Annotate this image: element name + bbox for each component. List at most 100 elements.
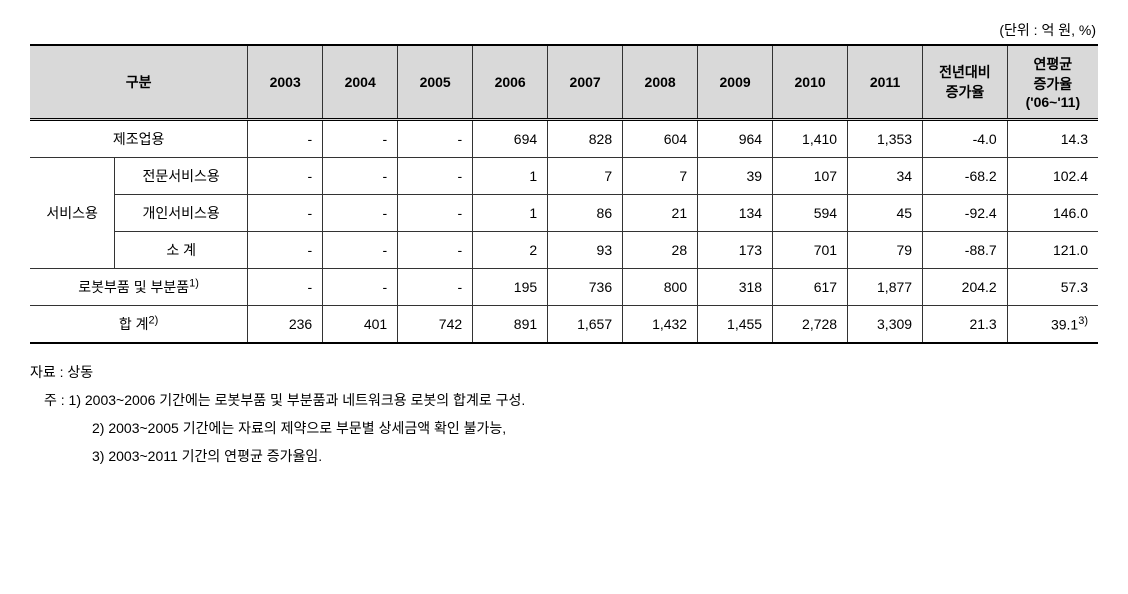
cell-value: - bbox=[398, 195, 473, 232]
note-1: 주 : 1) 2003~2006 기간에는 로봇부품 및 부분품과 네트워크용 … bbox=[30, 386, 1098, 414]
cell-value: 604 bbox=[623, 120, 698, 158]
th-year: 2003 bbox=[248, 45, 323, 120]
cell-value: 694 bbox=[473, 120, 548, 158]
cell-value: 2 bbox=[473, 232, 548, 269]
cell-value: 195 bbox=[473, 269, 548, 306]
cell-value: - bbox=[323, 195, 398, 232]
cell-value: 45 bbox=[848, 195, 923, 232]
th-year: 2011 bbox=[848, 45, 923, 120]
footnote-ref: 2) bbox=[149, 314, 159, 326]
cell-value: 7 bbox=[623, 158, 698, 195]
cell-value: - bbox=[398, 269, 473, 306]
cell-value: 964 bbox=[698, 120, 773, 158]
cell-value: 173 bbox=[698, 232, 773, 269]
cell-value: 318 bbox=[698, 269, 773, 306]
cell-value: 1,877 bbox=[848, 269, 923, 306]
cell-value: 28 bbox=[623, 232, 698, 269]
th-year: 2008 bbox=[623, 45, 698, 120]
footnote-ref: 1) bbox=[189, 277, 199, 289]
cell-value: 236 bbox=[248, 306, 323, 344]
th-year: 2004 bbox=[323, 45, 398, 120]
cell-value: 1 bbox=[473, 158, 548, 195]
cell-label: 로봇부품 및 부분품1) bbox=[30, 269, 248, 306]
th-year: 2010 bbox=[773, 45, 848, 120]
cell-value: 107 bbox=[773, 158, 848, 195]
cell-value: 3,309 bbox=[848, 306, 923, 344]
notes-block: 자료 : 상동 주 : 1) 2003~2006 기간에는 로봇부품 및 부분품… bbox=[30, 358, 1098, 470]
cell-value: 93 bbox=[548, 232, 623, 269]
cell-value: 146.0 bbox=[1007, 195, 1098, 232]
cell-value: 39 bbox=[698, 158, 773, 195]
cell-group-label: 서비스용 bbox=[30, 158, 115, 269]
cell-value: 21.3 bbox=[923, 306, 1008, 344]
note-3: 3) 2003~2011 기간의 연평균 증가율임. bbox=[30, 442, 1098, 470]
footnote-ref: 3) bbox=[1078, 315, 1088, 327]
cell-value: 57.3 bbox=[1007, 269, 1098, 306]
cell-value: 742 bbox=[398, 306, 473, 344]
cell-value: 204.2 bbox=[923, 269, 1008, 306]
cell-value: - bbox=[248, 120, 323, 158]
cell-value: - bbox=[398, 232, 473, 269]
cell-value: -92.4 bbox=[923, 195, 1008, 232]
cell-value: 1,353 bbox=[848, 120, 923, 158]
cell-value: - bbox=[398, 158, 473, 195]
th-avg-rate: 연평균 증가율 ('06~'11) bbox=[1007, 45, 1098, 120]
cell-value: 800 bbox=[623, 269, 698, 306]
cell-value: 1,432 bbox=[623, 306, 698, 344]
cell-value: 134 bbox=[698, 195, 773, 232]
cell-label: 합 계2) bbox=[30, 306, 248, 344]
cell-value: 701 bbox=[773, 232, 848, 269]
cell-value: 79 bbox=[848, 232, 923, 269]
cell-value: 617 bbox=[773, 269, 848, 306]
cell-label: 전문서비스용 bbox=[115, 158, 248, 195]
cell-value: 1,410 bbox=[773, 120, 848, 158]
label-text: 합 계 bbox=[119, 316, 149, 332]
row-personal-service: 개인서비스용 - - - 1 86 21 134 594 45 -92.4 14… bbox=[30, 195, 1098, 232]
cell-value: 86 bbox=[548, 195, 623, 232]
cell-value: 1,657 bbox=[548, 306, 623, 344]
cell-value: 401 bbox=[323, 306, 398, 344]
cell-value: - bbox=[323, 120, 398, 158]
cell-value: 736 bbox=[548, 269, 623, 306]
cell-value: 21 bbox=[623, 195, 698, 232]
row-manufacturing: 제조업용 - - - 694 828 604 964 1,410 1,353 -… bbox=[30, 120, 1098, 158]
cell-value: 121.0 bbox=[1007, 232, 1098, 269]
cell-value: - bbox=[323, 232, 398, 269]
cell-label: 제조업용 bbox=[30, 120, 248, 158]
cell-value: 14.3 bbox=[1007, 120, 1098, 158]
cell-value: - bbox=[248, 269, 323, 306]
cell-value: - bbox=[398, 120, 473, 158]
row-professional-service: 서비스용 전문서비스용 - - - 1 7 7 39 107 34 -68.2 … bbox=[30, 158, 1098, 195]
th-year: 2006 bbox=[473, 45, 548, 120]
th-yoy-rate: 전년대비 증가율 bbox=[923, 45, 1008, 120]
cell-value: 7 bbox=[548, 158, 623, 195]
cell-value: - bbox=[323, 158, 398, 195]
cell-value: 2,728 bbox=[773, 306, 848, 344]
label-text: 로봇부품 및 부분품 bbox=[78, 279, 189, 295]
th-category: 구분 bbox=[30, 45, 248, 120]
row-total: 합 계2) 236 401 742 891 1,657 1,432 1,455 … bbox=[30, 306, 1098, 344]
unit-label: (단위 : 억 원, %) bbox=[30, 20, 1098, 40]
cell-value: - bbox=[248, 158, 323, 195]
cell-value: 594 bbox=[773, 195, 848, 232]
cell-value: 34 bbox=[848, 158, 923, 195]
cell-value: 891 bbox=[473, 306, 548, 344]
cell-label: 소 계 bbox=[115, 232, 248, 269]
cell-value: 102.4 bbox=[1007, 158, 1098, 195]
cell-value: 1 bbox=[473, 195, 548, 232]
cell-label: 개인서비스용 bbox=[115, 195, 248, 232]
cell-value: -68.2 bbox=[923, 158, 1008, 195]
th-year: 2009 bbox=[698, 45, 773, 120]
cell-value: - bbox=[323, 269, 398, 306]
note-source: 자료 : 상동 bbox=[30, 358, 1098, 386]
cell-value: - bbox=[248, 232, 323, 269]
table-header-row: 구분 2003 2004 2005 2006 2007 2008 2009 20… bbox=[30, 45, 1098, 120]
row-service-subtotal: 소 계 - - - 2 93 28 173 701 79 -88.7 121.0 bbox=[30, 232, 1098, 269]
cell-value: -88.7 bbox=[923, 232, 1008, 269]
th-year: 2007 bbox=[548, 45, 623, 120]
value-text: 39.1 bbox=[1051, 317, 1078, 333]
cell-value: -4.0 bbox=[923, 120, 1008, 158]
row-robot-parts: 로봇부품 및 부분품1) - - - 195 736 800 318 617 1… bbox=[30, 269, 1098, 306]
cell-value: - bbox=[248, 195, 323, 232]
data-table: 구분 2003 2004 2005 2006 2007 2008 2009 20… bbox=[30, 44, 1098, 344]
